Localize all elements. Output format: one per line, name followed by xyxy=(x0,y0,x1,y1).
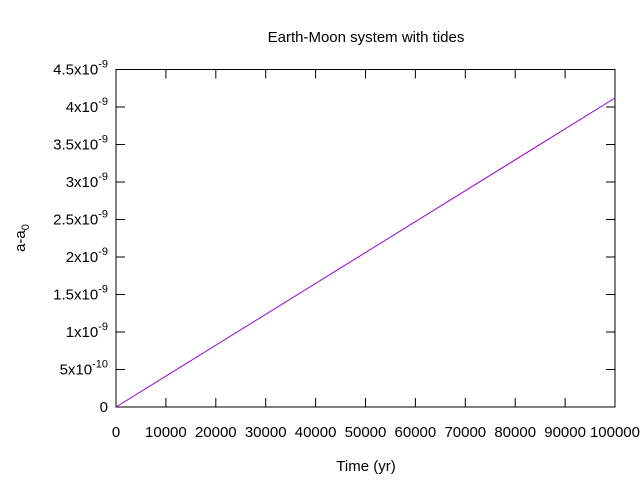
y-tick-mantissa: 0 xyxy=(100,399,108,416)
chart-title: Earth-Moon system with tides xyxy=(268,29,465,46)
x-tick-label: 70000 xyxy=(444,424,486,441)
series-line xyxy=(115,97,616,408)
y-tick-mantissa: 3.5x10 xyxy=(53,137,98,154)
x-tick-label: 50000 xyxy=(345,424,387,441)
y-tick-exponent: -9 xyxy=(98,209,108,221)
y-tick-exponent: -9 xyxy=(98,171,108,183)
y-tick-label: 2.5x10-9 xyxy=(53,209,108,229)
y-axis-label: a-a0 xyxy=(12,224,32,252)
x-axis-ticks: 0 10000 20000 30000 40000 50000 60000 70000 8000… xyxy=(112,69,640,441)
x-axis-label: Time (yr) xyxy=(336,458,395,475)
x-tick-label: 100000 xyxy=(590,424,640,441)
x-tick-label: 60000 xyxy=(395,424,437,441)
y-tick-label: 0 xyxy=(100,399,108,416)
y-axis-ticks: 05x10-101x10-91.5x10-92x10-92.5x10-93x10… xyxy=(53,59,615,416)
y-tick-label: 2x10-9 xyxy=(66,246,108,266)
x-tick-label: 30000 xyxy=(245,424,287,441)
y-tick-mantissa: 2x10 xyxy=(66,249,99,266)
y-tick-label: 1.5x10-9 xyxy=(53,284,108,304)
y-tick-mantissa: 1x10 xyxy=(66,324,99,341)
series-layer xyxy=(115,97,616,408)
y-tick-mantissa: 2.5x10 xyxy=(53,212,98,229)
y-tick-mantissa: 4x10 xyxy=(66,99,99,116)
x-tick-label: 0 xyxy=(112,424,120,441)
y-tick-mantissa: 4.5x10 xyxy=(53,62,98,79)
y-axis-label-subscript: 0 xyxy=(20,224,32,230)
plot-frame xyxy=(115,69,616,408)
y-tick-label: 4x10-9 xyxy=(66,96,108,116)
y-tick-label: 3.5x10-9 xyxy=(53,134,108,154)
y-tick-exponent: -9 xyxy=(98,134,108,146)
y-tick-label: 4.5x10-9 xyxy=(53,59,108,79)
x-tick-label: 90000 xyxy=(544,424,586,441)
x-tick-label: 20000 xyxy=(195,424,237,441)
y-tick-exponent: -9 xyxy=(98,321,108,333)
y-tick-label: 5x10-10 xyxy=(60,359,108,379)
y-tick-exponent: -9 xyxy=(98,59,108,71)
x-tick-label: 80000 xyxy=(494,424,536,441)
y-tick-label: 1x10-9 xyxy=(66,321,108,341)
y-tick-mantissa: 1.5x10 xyxy=(53,287,98,304)
y-tick-exponent: -9 xyxy=(98,96,108,108)
y-tick-label: 3x10-9 xyxy=(66,171,108,191)
y-tick-mantissa: 3x10 xyxy=(66,174,99,191)
y-tick-exponent: -9 xyxy=(98,246,108,258)
y-tick-exponent: -10 xyxy=(92,359,108,371)
y-tick-mantissa: 5x10 xyxy=(60,362,93,379)
x-tick-label: 40000 xyxy=(295,424,337,441)
y-axis-label-base: a-a xyxy=(12,230,29,252)
y-tick-exponent: -9 xyxy=(98,284,108,296)
x-tick-label: 10000 xyxy=(145,424,187,441)
